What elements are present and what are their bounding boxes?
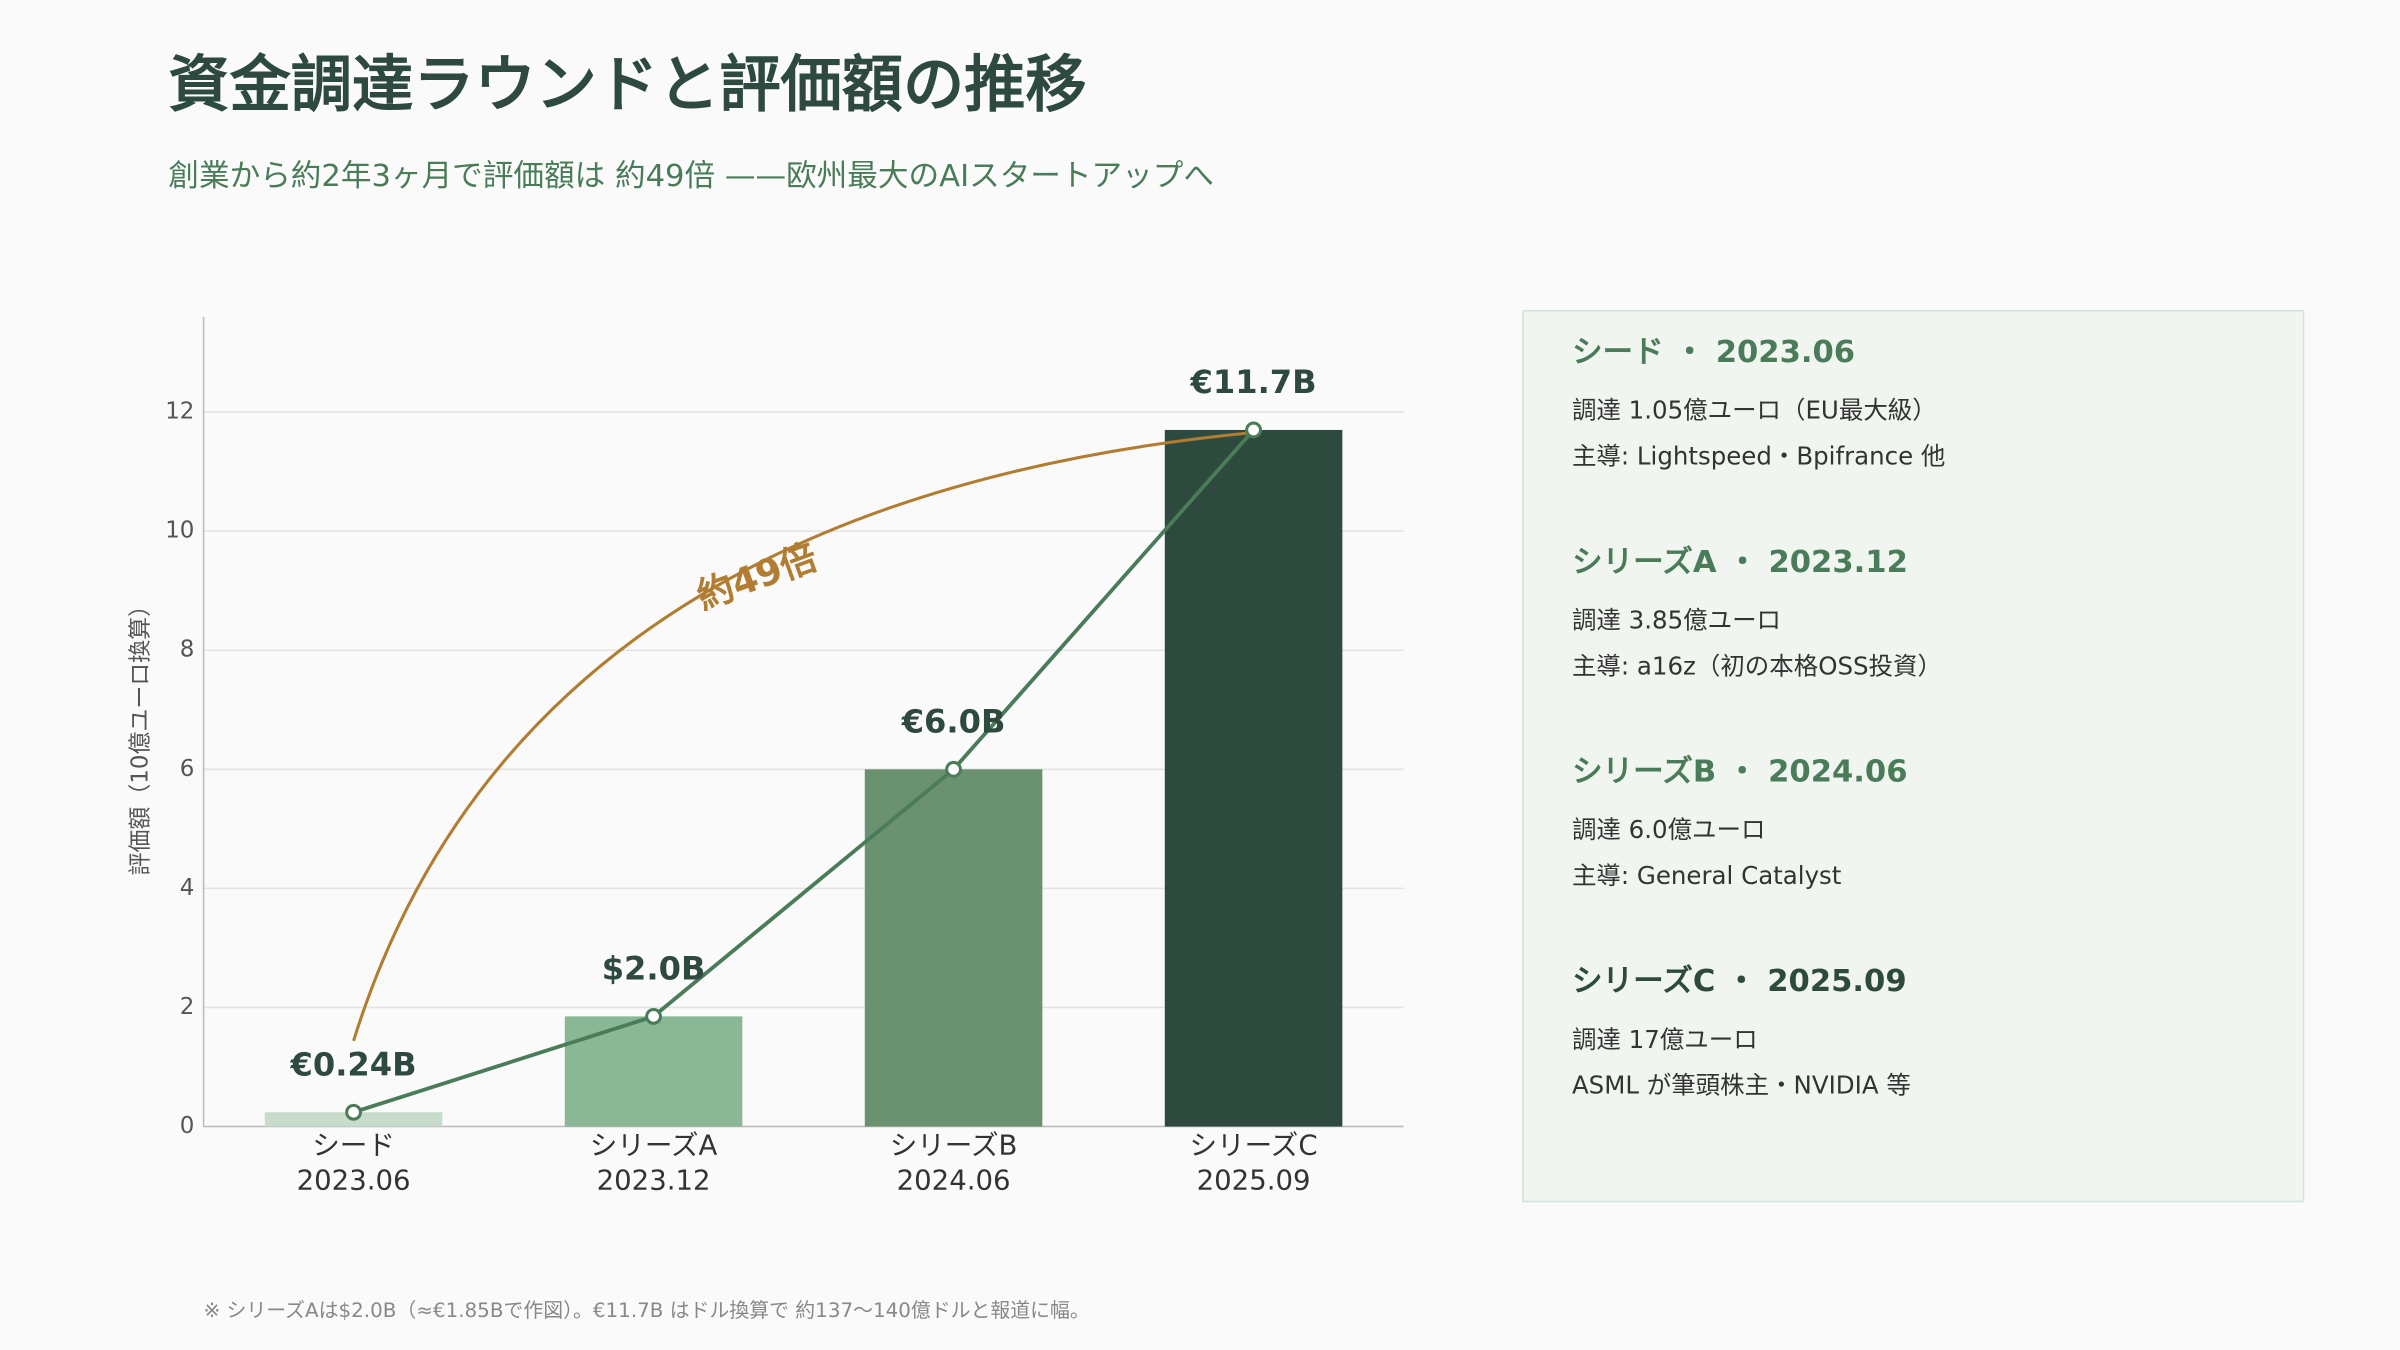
round-detail: 調達 3.85億ユーロ [1572, 605, 1781, 634]
x-tick-date: 2025.09 [1197, 1165, 1311, 1197]
y-tick-label: 0 [180, 1113, 195, 1139]
y-tick-label: 2 [180, 994, 195, 1020]
round-detail: 調達 1.05億ユーロ（EU最大級） [1572, 396, 1937, 425]
x-tick-label: シリーズC [1190, 1129, 1318, 1161]
value-label: $2.0B [602, 949, 706, 987]
line-point [1245, 421, 1262, 439]
round-detail: ASML が筆頭株主・NVIDIA 等 [1572, 1071, 1911, 1100]
round-detail: 主導: General Catalyst [1572, 861, 1842, 890]
x-tick-label: シード [312, 1129, 395, 1161]
y-tick-label: 6 [180, 756, 195, 782]
annotation: 約49倍 [691, 535, 823, 618]
annotation-arc [352, 431, 1248, 1042]
bar [564, 1016, 743, 1127]
x-tick-label: シリーズA [590, 1129, 718, 1161]
round-detail: 調達 6.0億ユーロ [1572, 815, 1766, 844]
round-detail: 主導: a16z（初の本格OSS投資） [1572, 651, 1942, 680]
line-point [345, 1103, 362, 1121]
line-point [645, 1007, 662, 1025]
x-tick-date: 2023.06 [297, 1165, 411, 1197]
footnote: ※ シリーズAは$2.0B（≈€1.85Bで作図）。€11.7B はドル換算で … [204, 1299, 1090, 1322]
round-title: シリーズB ・ 2024.06 [1572, 753, 1908, 789]
round-title: シリーズC ・ 2025.09 [1572, 963, 1907, 999]
round-title: シード ・ 2023.06 [1572, 335, 1855, 370]
value-label: €6.0B [901, 702, 1006, 740]
chart-subtitle: 創業から約2年3ヶ月で評価額は 約49倍 ——欧州最大のAIスタートアップへ [168, 159, 1214, 194]
line-point [945, 760, 962, 778]
round-detail: 主導: Lightspeed・Bpifrance 他 [1572, 442, 1945, 471]
bar [864, 769, 1043, 1127]
trend-line [352, 428, 1256, 1115]
x-tick-date: 2024.06 [897, 1165, 1011, 1197]
bar [1164, 429, 1343, 1127]
chart-title: 資金調達ラウンドと評価額の推移 [168, 49, 1086, 120]
value-label: €11.7B [1190, 363, 1317, 401]
y-axis-label: 評価額（10億ユーロ換算） [127, 594, 153, 875]
value-label: €0.24B [290, 1045, 417, 1083]
round-title: シリーズA ・ 2023.12 [1572, 544, 1908, 580]
info-panel [1522, 309, 2305, 1203]
y-tick-label: 8 [180, 637, 195, 663]
round-detail: 調達 17億ユーロ [1572, 1025, 1758, 1054]
y-tick-label: 12 [165, 399, 194, 425]
x-tick-label: シリーズB [890, 1129, 1018, 1161]
y-tick-label: 10 [165, 518, 194, 544]
y-tick-label: 4 [180, 875, 195, 901]
x-tick-date: 2023.12 [597, 1165, 711, 1197]
